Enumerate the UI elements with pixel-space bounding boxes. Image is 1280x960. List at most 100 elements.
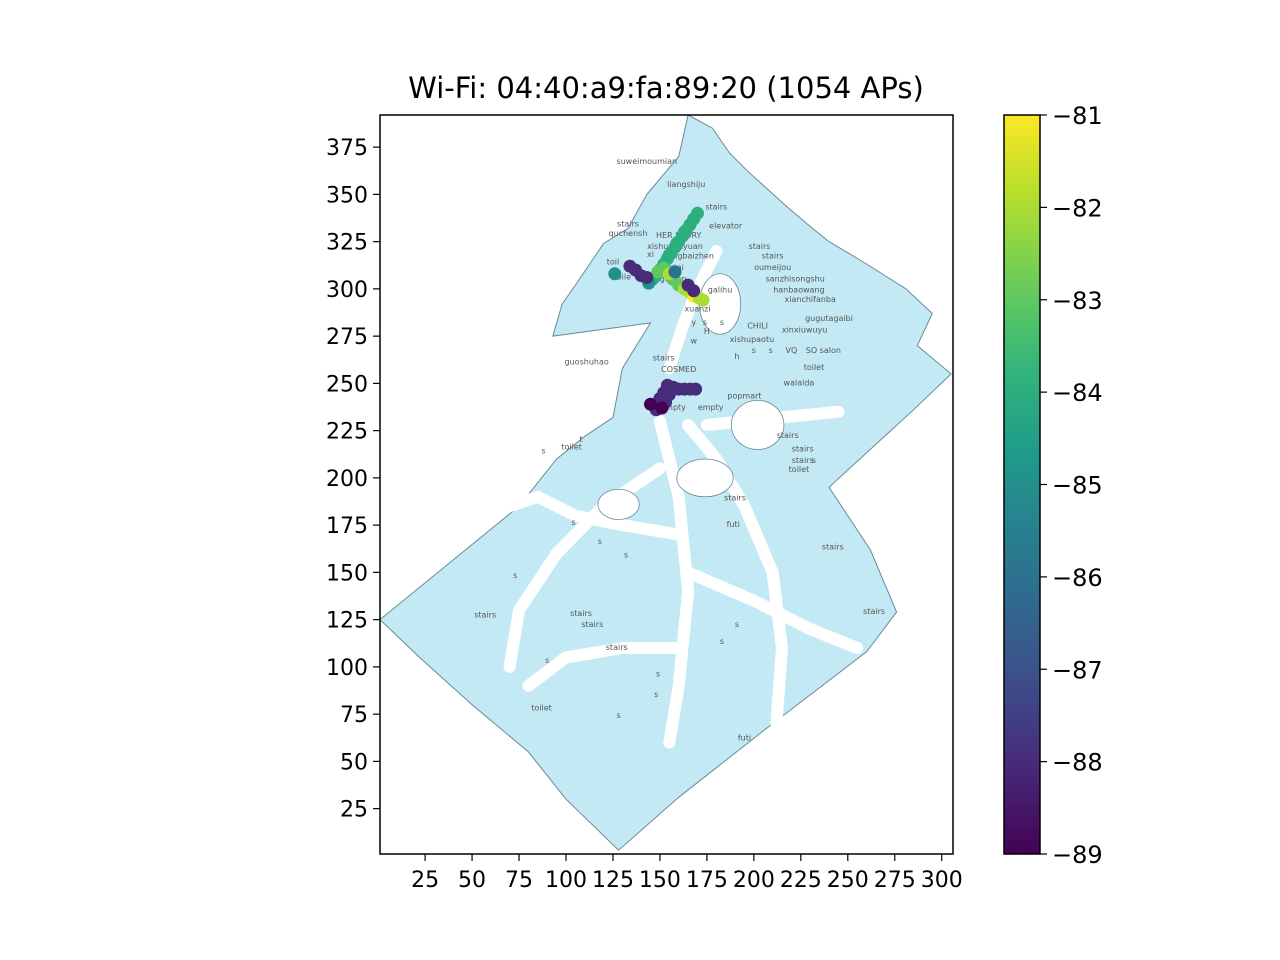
room-label: galihu: [708, 286, 733, 295]
room-label: s: [513, 571, 517, 580]
colorbar-tick-label: −81: [1052, 102, 1103, 130]
room-label: s: [656, 669, 660, 678]
colorbar-tick-label: −84: [1052, 379, 1103, 407]
y-tick-label: 375: [326, 136, 368, 161]
y-tick-label: 150: [326, 561, 368, 586]
room-label: s: [720, 637, 724, 646]
colorbar-tick-label: −86: [1052, 564, 1103, 592]
room-label: stairs: [749, 242, 771, 251]
room-label: s: [617, 711, 621, 720]
room-label: empty: [698, 403, 724, 412]
room-label: toil: [607, 257, 619, 266]
room-label: xishupaotu: [730, 335, 774, 344]
room-label: xuanzi: [684, 305, 710, 314]
room-label: VQ: [786, 346, 798, 355]
x-axis: 25 50 75 100 125 150 175 200 225 250 275 300: [411, 854, 963, 893]
room-label: y: [691, 318, 696, 327]
room-label: oumeijou: [754, 263, 791, 272]
x-tick-label: 75: [505, 868, 533, 893]
room-label: guoshuhao: [565, 357, 609, 366]
y-tick-label: 200: [326, 467, 368, 492]
room-label: stairs: [705, 203, 727, 212]
room-label: t: [579, 435, 582, 444]
colorbar-tick-label: −85: [1052, 472, 1103, 500]
room-label: stairs: [581, 620, 603, 629]
room-label: CHILI: [747, 322, 768, 331]
walkway: [682, 566, 864, 654]
x-tick-label: 150: [639, 868, 681, 893]
chart-title: Wi-Fi: 04:40:a9:fa:89:20 (1054 APs): [408, 71, 924, 105]
colorbar-tick-label: −88: [1052, 749, 1103, 777]
room-label: s: [545, 656, 549, 665]
y-tick-label: 75: [340, 703, 368, 728]
scatter-point: [655, 401, 669, 415]
room-label: w: [690, 337, 697, 346]
x-tick-label: 250: [827, 868, 869, 893]
room-label: futi: [727, 520, 740, 529]
room-label: s: [541, 446, 545, 455]
scatter-point: [689, 382, 703, 396]
room-label: s: [812, 456, 816, 465]
room-label: s: [598, 537, 602, 546]
room-label: COSMED: [661, 365, 696, 374]
room-label: empty: [660, 403, 686, 412]
room-label: stairs: [863, 607, 885, 616]
room-label: toilet: [789, 465, 810, 474]
x-tick-label: 200: [733, 868, 775, 893]
room-label: s: [703, 318, 707, 327]
room-label: xi: [647, 250, 654, 259]
room-label: s: [654, 690, 658, 699]
y-tick-label: 250: [326, 372, 368, 397]
x-tick-label: 275: [874, 868, 916, 893]
walkway: [522, 642, 685, 692]
atrium: [730, 399, 785, 450]
room-label: elevator: [709, 221, 743, 230]
room-label: liangshiju: [667, 180, 705, 189]
room-label: stairs: [762, 252, 784, 261]
room-label: hanbaowang: [773, 286, 825, 295]
scatter-point: [662, 248, 676, 262]
room-label: gugutagaibi: [805, 314, 853, 323]
walkway: [503, 490, 685, 541]
room-label: xianchifanba: [785, 295, 836, 304]
scatter-point: [670, 237, 684, 250]
room-label: stairs: [792, 444, 814, 453]
x-tick-label: 175: [686, 868, 728, 893]
room-label: futi: [738, 734, 751, 743]
plot-frame: [379, 114, 954, 855]
room-label: s: [735, 620, 739, 629]
x-tick-label: 225: [780, 868, 822, 893]
room-label: s: [769, 346, 773, 355]
scatter-point: [687, 284, 701, 298]
y-tick-label: 125: [326, 609, 368, 634]
room-label: xinxiuwuyu: [782, 325, 827, 334]
room-label: SO salon: [806, 346, 841, 355]
scatter-point: [696, 293, 710, 307]
room-label: stairs: [474, 611, 496, 620]
y-tick-label: 175: [326, 514, 368, 539]
room-label: H: [704, 327, 710, 336]
y-tick-label: 25: [340, 798, 368, 823]
room-label: stairs: [570, 609, 592, 618]
room-label: walalda: [784, 378, 815, 387]
atrium: [676, 458, 734, 498]
y-tick-label: 325: [326, 231, 368, 256]
scatter-point: [640, 271, 654, 284]
room-label: s: [571, 518, 575, 527]
scatter-points: [608, 206, 710, 417]
room-label: sanzhisongshu: [766, 274, 825, 283]
room-label: stairs: [724, 494, 746, 503]
room-label: suweimoumian: [616, 157, 677, 166]
colorbar-gradient: [1004, 115, 1040, 854]
colorbar-tick-label: −82: [1052, 194, 1103, 222]
room-label: popmart: [727, 392, 761, 401]
scatter-point: [651, 265, 665, 279]
scatter-point: [668, 265, 682, 279]
y-axis: 25 50 75 100 125 150 175 200 225 250 275 300 325 350 3…: [326, 136, 380, 823]
colorbar-tick-label: −87: [1052, 656, 1103, 684]
room-label: toile: [614, 272, 631, 281]
floor-map: [380, 115, 952, 851]
y-tick-label: 50: [340, 750, 368, 775]
